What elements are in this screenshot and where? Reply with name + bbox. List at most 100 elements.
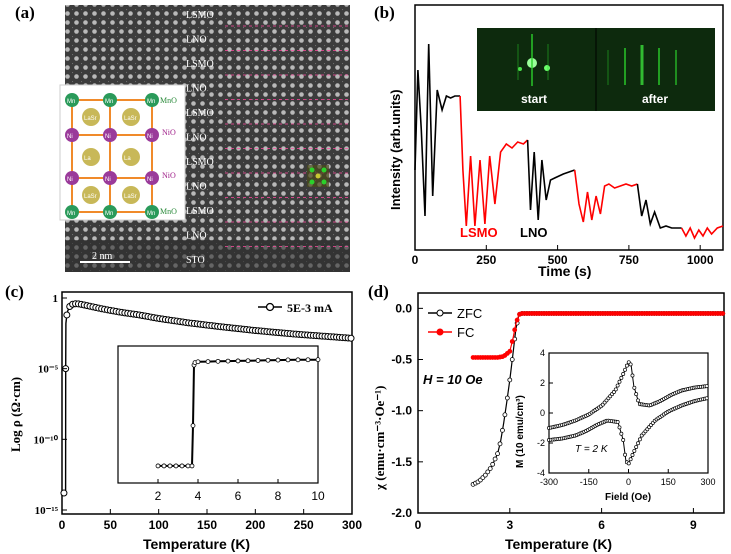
panel-d-inset-marker [611, 390, 616, 394]
panel-d-inset-ytick-label: -2 [537, 438, 545, 448]
panel-d-tick-label: 6 [598, 518, 605, 532]
panel-d-legend: ZFC FC [428, 306, 482, 340]
a-site-atom [82, 148, 100, 166]
a-site-atom [122, 108, 140, 126]
panel-d-marker [504, 395, 510, 401]
panel-b-tick-label: 250 [476, 253, 496, 267]
panel-d-inset-marker [636, 398, 640, 403]
panel-d-ylabel: χ (emu·cm⁻³·Oe⁻¹) [372, 386, 387, 491]
ni-atom [65, 128, 79, 142]
panel-c-ticks: 0 50 100 150 200 250 300 10⁻¹⁵ 10⁻¹⁰ 10⁻⁵ 1 [33, 293, 362, 532]
panel-d-ytick-label: -2.0 [391, 506, 412, 520]
panel-d-axes-frame [417, 292, 725, 514]
panel-c-inset-marker [245, 358, 251, 364]
layer-labels: LSMO LNO LSMO LNO LSMO LNO LSMO LNO LSMO LNO STO [186, 10, 214, 266]
atom-label: Ni [67, 134, 73, 140]
panel-d-inset-marker [636, 441, 640, 446]
panel-d-marker [514, 317, 520, 323]
layer-interface-lines [225, 25, 348, 247]
panel-d-marker [485, 469, 491, 475]
panel-d-legend-fc: FC [457, 325, 474, 340]
panel-d-marker [720, 311, 726, 316]
panel-d-inset-marker [704, 396, 709, 401]
panel-b-series-line [636, 183, 682, 230]
rheed-after-pattern [607, 45, 677, 85]
panel-d-inset-marker [634, 445, 639, 449]
panel-c-inset-marker [225, 358, 231, 364]
panel-d-annotation: H = 10 Oe [423, 372, 483, 387]
panel-d-series [470, 311, 726, 487]
atom-label: Mn [67, 211, 75, 217]
layer-label: LSMO [186, 157, 214, 168]
panel-c-inset-tick-label: 6 [235, 489, 242, 503]
panel-c-inset-marker [190, 423, 196, 429]
panel-c-tick-label: 300 [342, 518, 362, 532]
ni-atom [145, 128, 159, 142]
panel-d-inset-marker [617, 425, 622, 430]
panel-d-inset-marker [621, 438, 626, 442]
layer-label: LNO [186, 231, 207, 242]
panel-c-xlabel: Temperature (K) [143, 536, 250, 552]
atom-label: Mn [105, 211, 113, 217]
panel-d-inset-series [547, 360, 709, 466]
atom-label: La [84, 156, 91, 162]
panel-d-inset-marker [615, 420, 620, 424]
atom-label: Ni [105, 134, 111, 140]
panel-d-ytick-label: 0.0 [395, 301, 412, 315]
panel-d-inset-marker [626, 461, 631, 466]
layer-label: LNO [186, 133, 207, 144]
inset-label-nio-2: NiO [162, 171, 176, 180]
panel-c-ytick-label: 10⁻¹⁵ [35, 505, 59, 517]
layer-label: LSMO [186, 59, 214, 70]
a-site-atom [82, 108, 100, 126]
panel-d-inset-ytick-label: 2 [540, 378, 545, 388]
panel-d-inset-marker [621, 372, 626, 376]
rheed-start-pattern [517, 34, 550, 86]
panel-c-tick-label: 0 [59, 518, 66, 532]
atom-overlay-marker [307, 165, 329, 187]
panel-c-inset-marker [265, 357, 271, 363]
atom-label: Ni [147, 134, 153, 140]
panel-c-tick-label: 100 [149, 518, 169, 532]
a-site-atom [122, 186, 140, 204]
panel-d-marker [507, 377, 513, 383]
panel-b-series-line [526, 139, 575, 221]
panel-b-axes-frame [414, 4, 724, 251]
panel-d-legend-zfc: ZFC [457, 306, 482, 321]
panel-d-inset-xlabel: Field (Oe) [605, 492, 651, 503]
panel-d-inset-marker [632, 385, 637, 390]
panel-c-inset-frame [117, 345, 319, 484]
atom-label: LaSr [84, 194, 97, 200]
panel-c-tick-label: 150 [197, 518, 217, 532]
panel-b-annot-lsmo: LSMO [460, 225, 498, 240]
panel-c-inset-tick-label: 8 [275, 489, 282, 503]
panel-c-ytick-label: 10⁻⁵ [38, 364, 59, 376]
panel-c-inset-marker [195, 359, 201, 365]
panel-b-xlabel: Time (s) [538, 263, 591, 279]
panel-b-tick-label: 0 [412, 253, 419, 267]
mn-atom [103, 93, 117, 107]
panel-b-x-ticks: 0 250 500 750 1000 [412, 245, 714, 267]
panel-d-inset-ytick-label: -4 [537, 468, 545, 478]
layer-label: LSMO [186, 206, 214, 217]
atom-label: LaSr [124, 194, 137, 200]
panel-d-inset-marker [630, 373, 635, 378]
mn-atom [103, 205, 117, 219]
panel-b-tick-label: 750 [619, 253, 639, 267]
panel-c-inset-marker [179, 463, 185, 469]
atom-label: Mn [147, 211, 155, 217]
panel-d-marker [509, 357, 515, 362]
panel-c-inset-marker [167, 463, 173, 469]
panel-d-ticks: 0 3 6 9 -2.0 -1.5 -1.0 -0.5 0.0 [391, 301, 697, 532]
panel-d-inset-tick-label: 150 [661, 477, 676, 487]
panel-b-series-line [680, 225, 724, 240]
panel-label-b: (b) [374, 3, 395, 22]
atom-label: Mn [147, 99, 155, 105]
atom-label: Mn [105, 99, 113, 105]
panel-c-tick-label: 200 [245, 518, 265, 532]
scale-bar-label: 2 nm [92, 251, 113, 262]
a-site-atom [82, 186, 100, 204]
